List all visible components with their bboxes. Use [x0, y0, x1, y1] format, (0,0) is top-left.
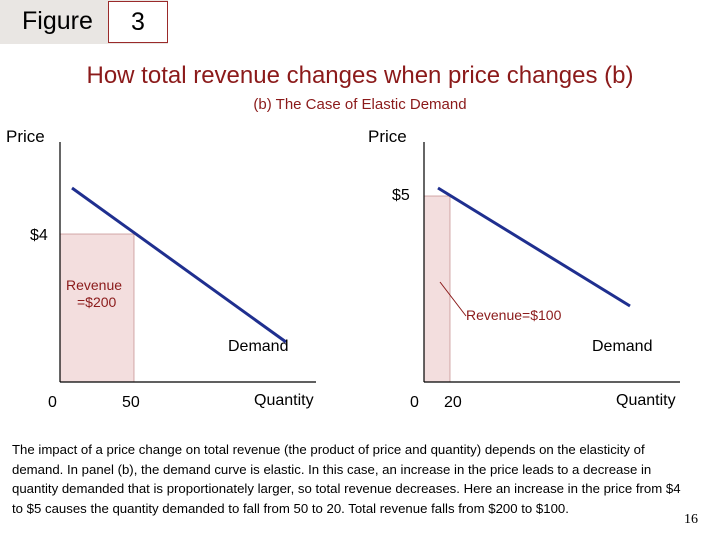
chart-area: Price $4 Revenue =$200 Demand 0 50 Quant… [6, 127, 680, 411]
right-x-axis-label: Quantity [616, 392, 676, 409]
right-demand-label: Demand [592, 338, 652, 355]
right-revenue-label: Revenue=$100 [466, 307, 562, 323]
left-demand-label: Demand [228, 338, 288, 355]
right-panel: Price $5 Revenue=$100 Demand 0 20 Quanti… [368, 127, 680, 411]
left-demand-line [71, 186, 287, 344]
right-origin-label: 0 [410, 394, 419, 411]
left-panel: Price $4 Revenue =$200 Demand 0 50 Quant… [6, 127, 316, 411]
left-quantity-tick: 50 [122, 394, 140, 411]
left-revenue-label-line1: Revenue [66, 277, 122, 293]
right-y-axis-label: Price [368, 127, 407, 146]
right-revenue-leader [439, 281, 467, 317]
left-origin-label: 0 [48, 394, 57, 411]
left-x-axis-label: Quantity [254, 392, 314, 409]
right-revenue-area [423, 195, 451, 383]
left-price-label: $4 [30, 227, 48, 244]
right-demand-line [437, 186, 631, 308]
explanation-text: The impact of a price change on total re… [12, 442, 681, 516]
left-y-axis-label: Price [6, 127, 45, 146]
figure-label: Figure 3 [0, 0, 168, 44]
figure-word: Figure [22, 7, 93, 35]
left-revenue-area [59, 233, 135, 383]
right-quantity-tick: 20 [444, 394, 462, 411]
left-revenue-label-line2: =$200 [77, 294, 117, 310]
figure-number: 3 [108, 1, 168, 43]
panel-subtitle: (b) The Case of Elastic Demand [253, 96, 467, 113]
slide-title: How total revenue changes when price cha… [86, 62, 634, 89]
right-price-label: $5 [392, 187, 410, 204]
page-number: 16 [684, 512, 698, 527]
